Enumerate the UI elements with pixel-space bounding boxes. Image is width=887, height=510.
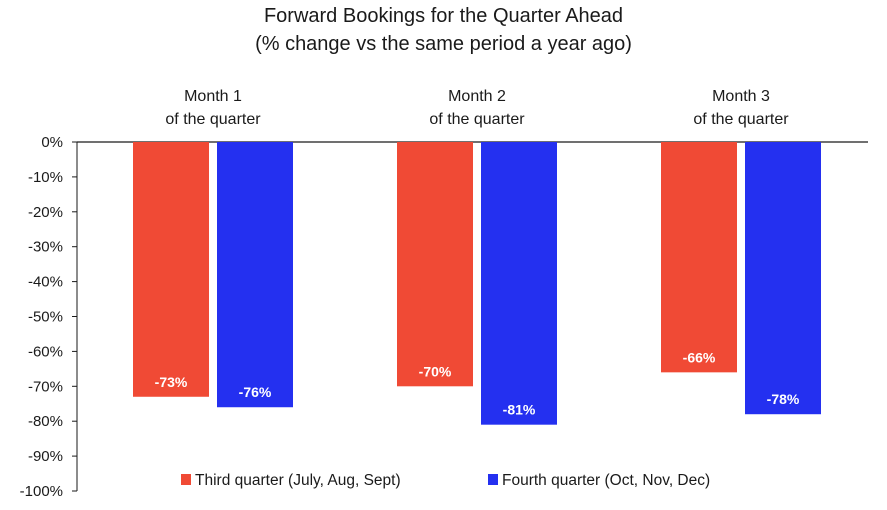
- chart-subtitle: (% change vs the same period a year ago): [255, 33, 632, 55]
- category-label: of the quarter: [693, 111, 789, 128]
- y-tick-label: -20%: [28, 204, 63, 221]
- data-label: -78%: [767, 391, 800, 407]
- bar: [481, 142, 557, 425]
- bar: [217, 142, 293, 408]
- data-label: -66%: [683, 349, 716, 365]
- data-label: -81%: [503, 402, 536, 418]
- legend-label: Third quarter (July, Aug, Sept): [195, 472, 401, 489]
- legend-swatch: [488, 474, 498, 485]
- bar: [397, 142, 473, 387]
- y-tick-label: -100%: [20, 483, 63, 500]
- y-tick-label: -70%: [28, 378, 63, 395]
- data-label: -76%: [239, 384, 272, 400]
- bar: [745, 142, 821, 415]
- data-label: -70%: [419, 363, 452, 379]
- category-label: of the quarter: [165, 111, 261, 128]
- bar: [133, 142, 209, 397]
- y-tick-label: -40%: [28, 274, 63, 291]
- legend-swatch: [181, 474, 191, 485]
- legend-label: Fourth quarter (Oct, Nov, Dec): [502, 472, 710, 489]
- category-label: of the quarter: [429, 111, 525, 128]
- y-tick-label: -80%: [28, 413, 63, 430]
- y-tick-label: -50%: [28, 309, 63, 326]
- data-label: -73%: [155, 374, 188, 390]
- category-label: Month 2: [448, 88, 506, 105]
- chart-title: Forward Bookings for the Quarter Ahead: [263, 5, 624, 27]
- y-tick-label: -30%: [28, 239, 63, 256]
- category-label: Month 1: [184, 88, 242, 105]
- category-label: Month 3: [712, 88, 770, 105]
- y-tick-label: -60%: [28, 343, 63, 360]
- bar: [661, 142, 737, 373]
- y-tick-label: -10%: [28, 169, 63, 186]
- y-tick-label: -90%: [28, 448, 63, 465]
- y-tick-label: 0%: [41, 134, 63, 151]
